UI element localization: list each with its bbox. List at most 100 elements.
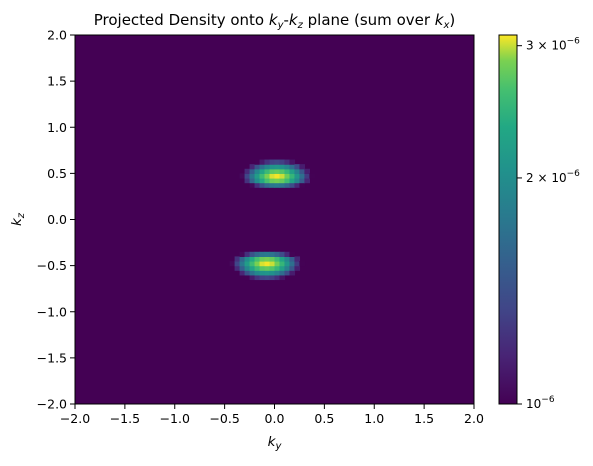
x-axis: −2.0 −1.5 −1.0 −0.5 0.0 0.5 1.0 1.5 2.0 [60,404,484,426]
heatmap-cell [245,252,251,257]
heatmap-cell [294,256,300,261]
heatmap-cell [270,256,276,261]
colorbar-tick-label: 10−6 [526,395,555,411]
colorbar: 10−6 2 × 10−6 3 × 10−6 [499,35,580,411]
heatmap-cell [265,275,271,280]
heatmap-cell [260,275,266,280]
heatmap-cell [260,270,266,275]
heatmap-cell [275,178,281,183]
heatmap-cell [265,178,271,183]
x-axis-label: ky [268,434,283,452]
heatmap-cell [255,183,261,188]
heatmap-plot-area [75,35,474,404]
heatmap-cell [255,275,261,280]
heatmap-cell [265,270,271,275]
heatmap-cell [304,169,310,174]
heatmap-cell [275,183,281,188]
heatmap-cell [240,256,246,261]
heatmap-cell [294,261,300,266]
heatmap-cell [299,169,305,174]
heatmap-cell [289,169,295,174]
heatmap-cell [284,160,290,165]
heatmap-cell [245,169,251,174]
heatmap-cell [270,252,276,257]
heatmap-cell [275,169,281,174]
x-tick-label: 1.0 [364,411,384,426]
heatmap-cell [265,183,271,188]
heatmap-cell [275,261,281,266]
heatmap-cell [275,173,281,178]
y-tick-label: 0.0 [47,212,67,227]
heatmap-cell [289,256,295,261]
heatmap-cell [265,266,271,271]
heatmap-cell [279,270,285,275]
heatmap-cell [294,178,300,183]
heatmap-cell [279,256,285,261]
heatmap-cell [270,164,276,169]
heatmap-cell [260,252,266,257]
heatmap-cell [250,178,256,183]
heatmap-cell [279,173,285,178]
heatmap-cell [279,252,285,257]
heatmap-cell [275,266,281,271]
heatmap-cell [294,173,300,178]
heatmap-background [75,35,474,404]
heatmap-cell [299,261,305,266]
heatmap-cell [289,252,295,257]
heatmap-cell [289,261,295,266]
colorbar-tick-label: 3 × 10−6 [526,37,580,53]
heatmap-cell [275,160,281,165]
x-tick-label: −1.5 [110,411,140,426]
x-tick-label: 0.5 [314,411,334,426]
heatmap-cell [289,178,295,183]
heatmap-cell [250,270,256,275]
chart-title: Projected Density onto ky-kz plane (sum … [94,11,456,31]
heatmap-cell [275,270,281,275]
heatmap-cell [289,270,295,275]
heatmap-cell [250,173,256,178]
heatmap-cell [255,270,261,275]
heatmap-cell [294,164,300,169]
heatmap-cell [245,178,251,183]
heatmap-cell [284,169,290,174]
y-tick-label: 2.0 [47,28,67,43]
heatmap-cell [250,183,256,188]
heatmap-cell [279,261,285,266]
colorbar-tick-label: 2 × 10−6 [526,169,580,185]
heatmap-cell [235,256,241,261]
heatmap-cell [260,160,266,165]
heatmap-cell [250,266,256,271]
heatmap-cell [309,173,315,178]
heatmap-cell [250,275,256,280]
heatmap-cell [279,178,285,183]
heatmap-cell [255,160,261,165]
heatmap-cell [279,266,285,271]
y-tick-label: −1.5 [37,350,67,365]
heatmap-cell [284,266,290,271]
heatmap-cell [255,169,261,174]
heatmap-cell [284,252,290,257]
heatmap-cell [265,173,271,178]
heatmap-cell [240,270,246,275]
heatmap-cell [255,266,261,271]
heatmap-cell [284,173,290,178]
heatmap-cell [284,183,290,188]
heatmap-cell [245,256,251,261]
heatmap-cell [284,256,290,261]
heatmap-cell [240,261,246,266]
heatmap-cell [240,173,246,178]
heatmap-cell [289,266,295,271]
heatmap-cell [255,261,261,266]
heatmap-cell [270,266,276,271]
x-tick-label: 2.0 [464,411,484,426]
heatmap-cell [260,266,266,271]
y-tick-label: 0.5 [47,166,67,181]
heatmap-cell [245,261,251,266]
heatmap-cell [279,160,285,165]
heatmap-cell [299,178,305,183]
heatmap-cell [265,261,271,266]
heatmap-cell [289,164,295,169]
y-axis-label: kz [9,212,27,226]
